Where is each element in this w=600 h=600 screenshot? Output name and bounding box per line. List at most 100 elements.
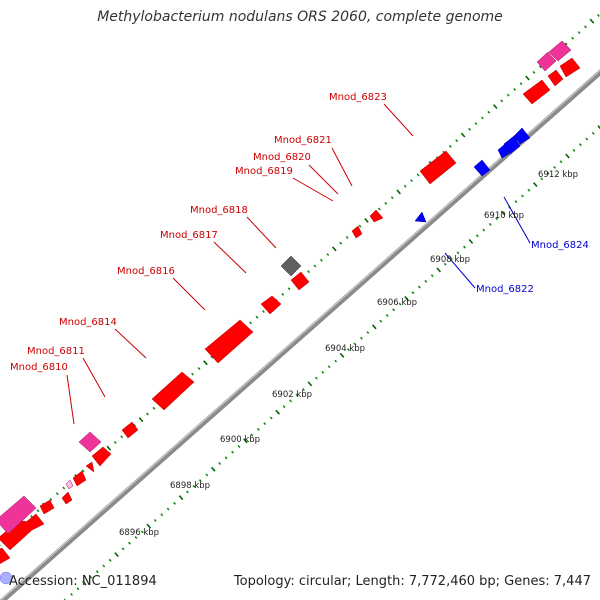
rna-gene-box[interactable] <box>548 40 572 62</box>
minor-tick <box>463 245 466 249</box>
gene-label[interactable]: Mnod_6823 <box>329 92 387 103</box>
minor-tick <box>521 194 524 198</box>
minor-tick <box>173 501 177 505</box>
gene-label[interactable]: Mnod_6821 <box>274 135 332 146</box>
gene-label[interactable]: Mnod_6824 <box>531 240 589 251</box>
gene-arrow[interactable] <box>0 547 11 566</box>
gene-arrow[interactable] <box>204 319 254 364</box>
gene-arrow[interactable] <box>547 69 564 87</box>
scale-label: 6902 kbp <box>272 390 312 400</box>
minor-tick <box>385 313 389 318</box>
gene-arrow[interactable] <box>260 295 282 315</box>
minor-tick <box>70 592 73 596</box>
gene-arrow[interactable] <box>121 421 139 439</box>
minor-tick <box>140 530 144 534</box>
gene-label[interactable]: Mnod_6810 <box>10 362 68 373</box>
gene-arrow[interactable] <box>151 371 195 411</box>
gene-arrow[interactable] <box>522 79 551 105</box>
gene-arrow[interactable] <box>473 159 491 177</box>
pseudo-gene-box[interactable] <box>280 255 302 277</box>
gene-label[interactable]: Mnod_6820 <box>253 152 311 163</box>
minor-tick <box>321 370 325 374</box>
gene-arrow[interactable] <box>85 461 95 473</box>
scale-label: 6908 kbp <box>430 255 470 265</box>
major-tick <box>339 352 345 358</box>
major-tick <box>404 295 409 301</box>
gene-arrow[interactable] <box>290 271 310 291</box>
minor-tick <box>495 217 499 221</box>
minor-tick <box>585 137 589 141</box>
major-tick <box>243 438 248 444</box>
rna-gene-box[interactable] <box>536 51 557 72</box>
gene-arrow[interactable] <box>513 127 531 145</box>
gene-arrow[interactable] <box>39 499 55 515</box>
gene-arrow[interactable] <box>419 150 457 185</box>
forward-gene-track <box>0 57 581 566</box>
minor-tick <box>314 376 318 380</box>
rna-gene-box[interactable] <box>65 479 74 490</box>
minor-tick <box>450 257 453 261</box>
gene-label[interactable]: Mnod_6819 <box>235 166 293 177</box>
gene-arrow[interactable] <box>503 135 521 155</box>
gene-label[interactable]: Mnod_6822 <box>476 284 534 295</box>
minor-tick <box>281 292 285 296</box>
scale-label: 6904 kbp <box>325 344 365 354</box>
partial-feature <box>0 571 13 585</box>
scale-tick-track <box>63 125 600 600</box>
gene-label[interactable]: Mnod_6816 <box>117 266 175 277</box>
minor-tick <box>416 173 420 177</box>
major-tick <box>307 381 313 387</box>
leader-line <box>213 241 247 274</box>
minor-tick <box>532 70 536 74</box>
minor-tick <box>287 287 291 291</box>
minor-tick <box>572 148 576 152</box>
gene-arrow[interactable] <box>559 57 581 78</box>
minor-tick <box>500 99 504 103</box>
minor-tick <box>113 440 117 444</box>
gene-label[interactable]: Mnod_6814 <box>59 317 117 328</box>
gene-arrow[interactable] <box>414 211 427 223</box>
major-tick <box>371 324 377 330</box>
minor-tick <box>145 412 149 416</box>
scale-label: 6906 kbp <box>377 298 417 308</box>
minor-tick <box>255 315 259 319</box>
major-tick <box>500 210 506 216</box>
leader-line <box>444 252 476 289</box>
minor-tick <box>55 492 59 496</box>
gene-label[interactable]: Mnod_6817 <box>160 230 218 241</box>
minor-tick <box>468 127 472 131</box>
rna-gene-box[interactable] <box>78 431 102 453</box>
gene-arrow[interactable] <box>351 225 363 239</box>
major-tick <box>565 153 570 159</box>
minor-tick <box>160 513 164 517</box>
gene-label[interactable]: Mnod_6811 <box>27 346 85 357</box>
minor-tick <box>334 359 338 363</box>
minor-tick <box>553 165 557 169</box>
major-tick <box>106 445 112 451</box>
minor-tick <box>506 93 510 97</box>
rna-gene-box[interactable] <box>0 495 37 535</box>
minor-tick <box>384 201 388 205</box>
major-tick <box>532 182 538 188</box>
leader-line <box>308 164 339 195</box>
gene-arrow[interactable] <box>91 446 112 467</box>
minor-tick <box>578 143 582 147</box>
minor-tick <box>481 116 484 120</box>
accession-label: Accession: NC_011894 <box>9 574 157 589</box>
minor-tick <box>527 188 531 192</box>
major-tick <box>203 360 208 366</box>
minor-tick <box>224 456 228 460</box>
minor-tick <box>455 139 459 143</box>
minor-tick <box>218 461 222 466</box>
gene-arrow[interactable] <box>72 470 87 487</box>
minor-tick <box>256 427 260 431</box>
minor-tick <box>62 486 66 490</box>
minor-tick <box>327 365 331 369</box>
minor-tick <box>430 274 434 278</box>
gene-arrow[interactable] <box>369 209 384 223</box>
gene-arrow[interactable] <box>61 491 73 505</box>
major-tick <box>468 238 474 244</box>
minor-tick <box>390 196 394 200</box>
gene-label[interactable]: Mnod_6818 <box>190 205 248 216</box>
minor-tick <box>546 171 550 175</box>
